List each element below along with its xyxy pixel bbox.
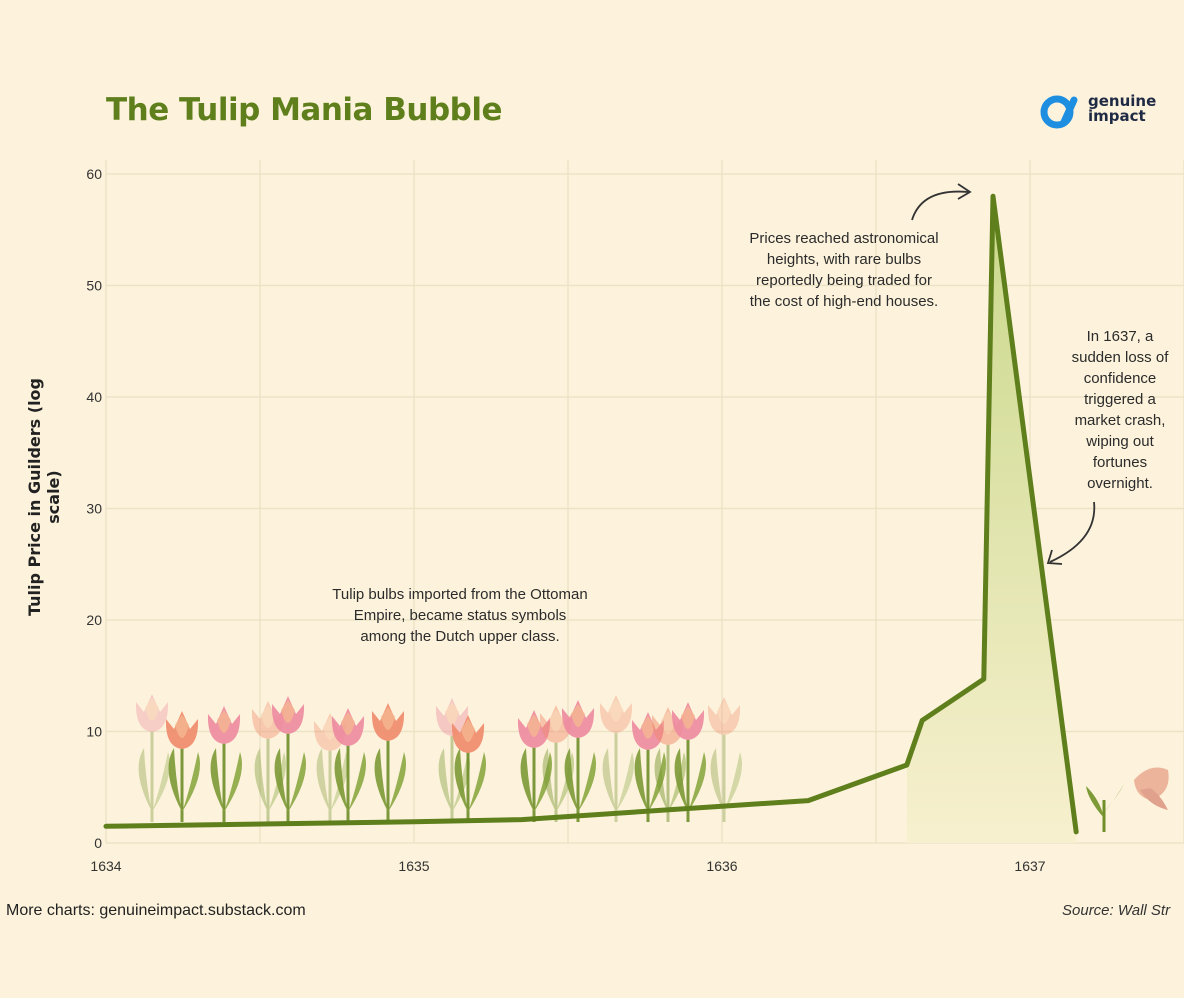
annotation-ottoman: Tulip bulbs imported from the Ottoman Em… <box>332 586 588 645</box>
y-tick-label: 60 <box>86 166 102 182</box>
tulip-icon <box>561 700 596 822</box>
area-fill-shape <box>906 196 1077 844</box>
tulip-icon <box>207 706 242 822</box>
wilted-tulip-icon <box>1134 767 1169 810</box>
tulip-icon <box>251 701 286 822</box>
tulip-icon <box>135 694 170 822</box>
tulip-icon <box>631 712 666 822</box>
tulip-icon <box>451 715 486 822</box>
y-tick-label: 50 <box>86 278 102 294</box>
peak-arrow <box>911 190 969 221</box>
tulip-icon <box>599 695 634 822</box>
x-tick-label: 1636 <box>706 858 737 874</box>
y-tick-label: 10 <box>86 724 102 740</box>
y-tick-label: 30 <box>86 501 102 517</box>
x-tick-label: 1635 <box>398 858 429 874</box>
tulip-icon <box>271 696 306 822</box>
y-tick-label: 0 <box>94 835 102 851</box>
sprout-icon <box>1086 784 1124 832</box>
tulip-icon <box>165 711 200 822</box>
y-tick-label: 20 <box>86 612 102 628</box>
tulip-icon <box>313 713 348 822</box>
axis-ticks: 0 10 20 30 40 50 60 1634 1635 1636 1637 <box>86 166 1045 874</box>
area-fill <box>906 196 1077 844</box>
annotation-peak: Prices reached astronomical heights, wit… <box>749 230 939 310</box>
x-tick-label: 1637 <box>1014 858 1045 874</box>
tulip-icon <box>517 710 552 822</box>
chart-title: The Tulip Mania Bubble <box>106 92 502 128</box>
footer-more-charts: More charts: genuineimpact.substack.com <box>6 902 306 919</box>
tulip-icon <box>707 697 742 822</box>
annotation-crash: In 1637, a sudden loss of confidence tri… <box>1071 328 1169 492</box>
brand-logo: genuine impact <box>1040 92 1160 132</box>
footer-source: Source: Wall Str <box>1062 902 1171 919</box>
brand-name: genuine impact <box>1088 92 1157 125</box>
tulip-icon <box>371 703 406 822</box>
tulip-icon <box>651 707 686 822</box>
crash-arrow <box>1049 501 1096 563</box>
annotation-arrows <box>911 183 1096 565</box>
tulip-icon <box>435 698 470 822</box>
tulip-icon <box>671 702 706 822</box>
y-tick-label: 40 <box>86 389 102 405</box>
tulip-icon <box>331 708 366 822</box>
x-tick-label: 1634 <box>90 858 121 874</box>
genuine-impact-icon <box>1040 95 1078 129</box>
tulip-illustration <box>135 694 1169 832</box>
price-line <box>103 193 1079 835</box>
price-line-path <box>103 193 1079 835</box>
